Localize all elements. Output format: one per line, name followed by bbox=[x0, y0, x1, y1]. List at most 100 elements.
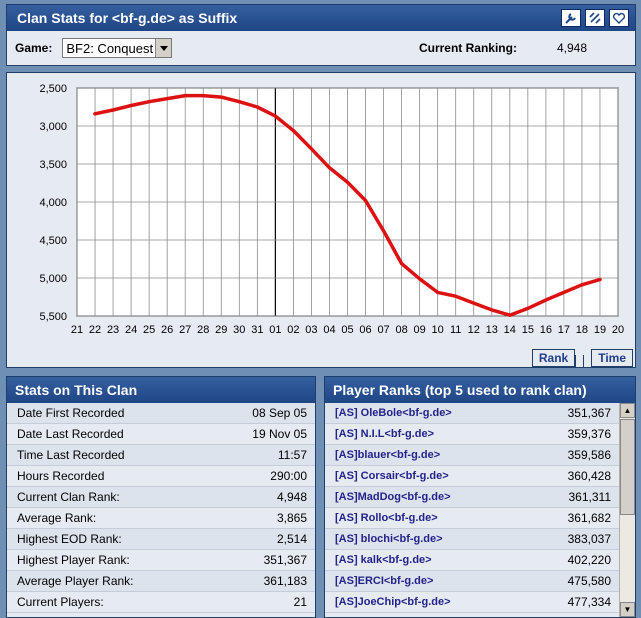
stats-row-value: 351,367 bbox=[263, 553, 307, 567]
rank-data-point bbox=[219, 95, 223, 99]
player-rank-value: 361,682 bbox=[567, 511, 611, 525]
player-name-link[interactable]: [AS] Rollo<bf-g.de> bbox=[335, 512, 438, 524]
stats-row-value: 4,948 bbox=[276, 490, 307, 504]
rank-data-point bbox=[201, 94, 205, 98]
stats-row-value: 361,183 bbox=[263, 574, 307, 588]
stats-row-label: Hours Recorded bbox=[17, 469, 105, 483]
x-tick-label: 22 bbox=[89, 324, 101, 336]
page-title: Clan Stats for <bf-g.de> as Suffix bbox=[17, 10, 238, 26]
stats-row-label: Highest EOD Rank: bbox=[17, 532, 122, 546]
rank-data-point bbox=[490, 308, 494, 312]
x-tick-label: 14 bbox=[504, 324, 516, 336]
rank-data-point bbox=[129, 103, 133, 108]
scroll-down-button[interactable]: ▼ bbox=[620, 602, 635, 617]
y-tick-label: 4,500 bbox=[39, 235, 67, 247]
x-tick-label: 15 bbox=[522, 324, 534, 336]
x-tick-label: 17 bbox=[558, 324, 570, 336]
rank-data-point bbox=[381, 229, 386, 233]
x-tick-label: 10 bbox=[432, 324, 444, 336]
x-tick-label: 11 bbox=[450, 324, 461, 336]
player-rank-row: [AS] OleBole<bf-g.de> 351,367 bbox=[325, 403, 619, 424]
tab-time[interactable]: Time bbox=[591, 349, 633, 367]
stats-row-label: Highest Player Rank: bbox=[17, 553, 130, 567]
stats-row-label: Time Last Recorded bbox=[17, 448, 125, 462]
rank-data-point bbox=[273, 114, 277, 118]
rank-data-point bbox=[291, 128, 295, 133]
y-tick-label: 4,000 bbox=[39, 197, 67, 209]
player-name-link[interactable]: [AS] OleBole<bf-g.de> bbox=[335, 407, 452, 419]
header-icons bbox=[561, 9, 629, 27]
header-title-bar: Clan Stats for <bf-g.de> as Suffix bbox=[7, 5, 635, 31]
stats-row: Average Player Rank: 361,183 bbox=[7, 571, 315, 592]
rank-data-point bbox=[165, 97, 169, 101]
rank-data-point bbox=[508, 313, 512, 317]
player-ranks-panel: Player Ranks (top 5 used to rank clan) [… bbox=[324, 376, 636, 618]
player-name-link[interactable]: [AS]blauer<bf-g.de> bbox=[335, 449, 441, 461]
tab-rank[interactable]: Rank bbox=[531, 349, 576, 367]
game-label: Game: bbox=[15, 41, 53, 55]
stats-row: Date First Recorded 08 Sep 05 bbox=[7, 403, 315, 424]
x-tick-label: 25 bbox=[143, 324, 155, 336]
heart-icon[interactable] bbox=[609, 9, 629, 27]
stats-row-label: Date Last Recorded bbox=[17, 427, 124, 441]
current-ranking-value: 4,948 bbox=[556, 41, 587, 55]
scroll-thumb[interactable] bbox=[620, 419, 635, 515]
x-tick-label: 06 bbox=[359, 324, 371, 336]
stats-row-value: 08 Sep 05 bbox=[252, 406, 307, 420]
stats-row: Highest EOD Rank: 2,514 bbox=[7, 529, 315, 550]
x-tick-label: 28 bbox=[197, 324, 209, 336]
player-name-link[interactable]: [AS]JoeChip<bf-g.de> bbox=[335, 596, 451, 608]
player-name-link[interactable]: [AS] N.I.L<bf-g.de> bbox=[335, 428, 434, 440]
game-select[interactable]: BF2: Conquest bbox=[62, 38, 173, 58]
x-tick-label: 16 bbox=[540, 324, 552, 336]
stats-list: Date First Recorded 08 Sep 05 Date Last Re… bbox=[7, 403, 315, 613]
tools-icon[interactable] bbox=[561, 9, 581, 27]
clan-stats-header: Clan Stats for <bf-g.de> as Suffix Game:… bbox=[6, 4, 636, 66]
player-name-link[interactable]: [AS] kalk<bf-g.de> bbox=[335, 554, 432, 566]
rank-data-point bbox=[562, 290, 566, 295]
stats-row: Current Players: 21 bbox=[7, 592, 315, 613]
player-name-link[interactable]: [AS] Corsair<bf-g.de> bbox=[335, 470, 449, 482]
player-rank-value: 359,376 bbox=[567, 427, 611, 441]
player-name-link[interactable]: [AS]MadDog<bf-g.de> bbox=[335, 491, 451, 503]
x-tick-label: 23 bbox=[107, 324, 119, 336]
rank-data-point bbox=[183, 94, 187, 98]
player-name-link[interactable]: [AS]ERCI<bf-g.de> bbox=[335, 575, 434, 587]
header-controls: Game: BF2: Conquest Current Ranking: 4,9… bbox=[7, 31, 635, 65]
y-tick-label: 3,500 bbox=[39, 159, 67, 171]
x-tick-label: 27 bbox=[179, 324, 191, 336]
rank-data-point bbox=[544, 298, 548, 302]
scrollbar[interactable]: ▲ ▼ bbox=[619, 403, 635, 617]
chevron-down-icon[interactable] bbox=[155, 39, 172, 57]
player-rank-row: [AS] Corsair<bf-g.de> 360,428 bbox=[325, 466, 619, 487]
rank-history-chart: 21 22 23 24 25 26 27 28 29 30 31 01 02 03 04 05 06 07 08 09… bbox=[6, 72, 636, 368]
ranks-panel-title: Player Ranks (top 5 used to rank clan) bbox=[325, 377, 635, 403]
rank-data-point bbox=[400, 261, 404, 266]
rank-data-point bbox=[111, 108, 115, 112]
player-ranks-list: [AS] OleBole<bf-g.de> 351,367 [AS] N.I.L<b… bbox=[325, 403, 619, 617]
edit-icon[interactable] bbox=[585, 9, 605, 27]
stats-row-value: 11:57 bbox=[277, 448, 307, 462]
stats-row-label: Average Rank: bbox=[17, 511, 97, 525]
x-tick-label: 13 bbox=[486, 324, 498, 336]
player-rank-row: [AS]MadDog<bf-g.de> 361,311 bbox=[325, 487, 619, 508]
x-tick-label: 26 bbox=[161, 324, 173, 336]
x-tick-label: 24 bbox=[125, 324, 137, 336]
rank-data-point bbox=[237, 100, 241, 104]
x-tick-label: 04 bbox=[323, 324, 335, 336]
x-tick-label: 01 bbox=[269, 324, 281, 336]
stats-row-label: Average Player Rank: bbox=[17, 574, 134, 588]
rank-data-point bbox=[418, 277, 422, 281]
player-rank-row: [AS]ERCI<bf-g.de> 475,580 bbox=[325, 571, 619, 592]
x-tick-label: 05 bbox=[341, 324, 353, 336]
stats-row: Date Last Recorded 19 Nov 05 bbox=[7, 424, 315, 445]
x-tick-label: 07 bbox=[377, 324, 389, 336]
current-ranking-label: Current Ranking: bbox=[418, 41, 517, 55]
player-rank-value: 360,428 bbox=[567, 469, 611, 483]
rank-data-point bbox=[526, 306, 530, 310]
rank-data-point bbox=[255, 105, 259, 109]
player-rank-value: 351,367 bbox=[567, 406, 611, 420]
scroll-up-button[interactable]: ▲ bbox=[620, 403, 635, 418]
player-name-link[interactable]: [AS] blochi<bf-g.de> bbox=[335, 533, 443, 545]
player-rank-value: 359,586 bbox=[567, 448, 611, 462]
